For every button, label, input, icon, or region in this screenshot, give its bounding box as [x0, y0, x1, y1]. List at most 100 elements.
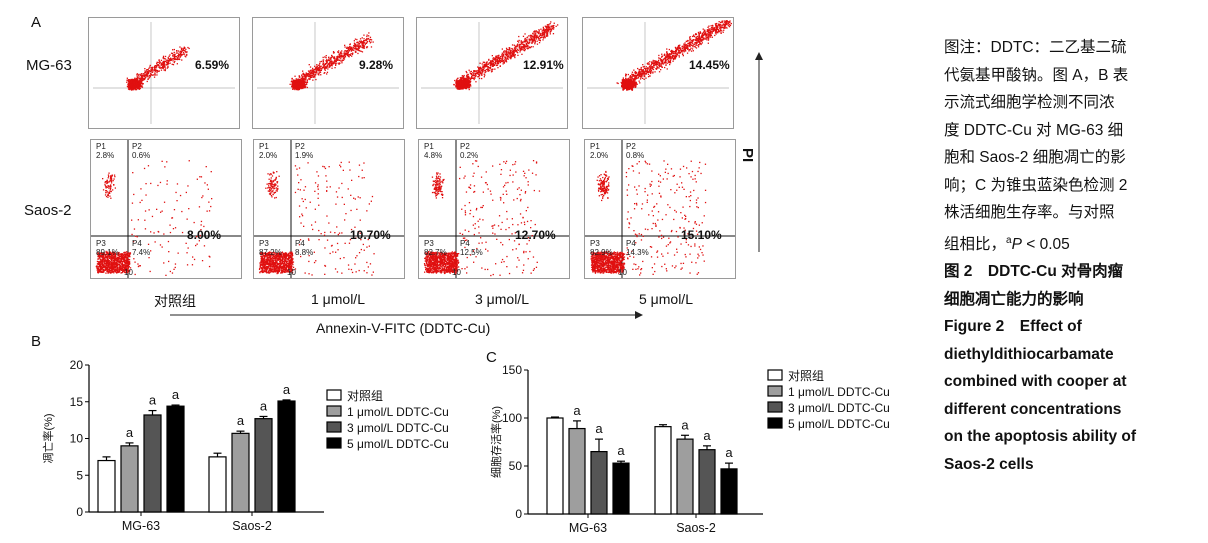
- panel-c-letter: C: [486, 349, 497, 366]
- bar: [568, 427, 586, 515]
- panel-a-letter: A: [31, 14, 42, 31]
- bar: [654, 426, 672, 515]
- significance-label: a: [283, 382, 291, 397]
- legend-label: 对照组: [788, 369, 824, 383]
- significance-label: a: [617, 443, 625, 458]
- quadrant-p3-label: P3 82.7%: [424, 239, 447, 257]
- caption-title-en: diethyldithiocarbamate: [944, 345, 1114, 363]
- significance-label: a: [595, 421, 603, 436]
- x-tick-label: 10: [287, 268, 296, 277]
- y-axis-label-pi: PI: [739, 148, 756, 163]
- legend-swatch: [326, 421, 342, 433]
- significance-label: a: [260, 398, 268, 413]
- quadrant-p3-label: P3 89.1%: [96, 239, 119, 257]
- x-category-label: Saos-2: [676, 521, 716, 535]
- bar: [254, 418, 273, 513]
- quadrant-p3-label: P3 82.9%: [590, 239, 613, 257]
- caption-note-last-line: 组相比，aP < 0.05: [944, 234, 1070, 253]
- caption-title-en: Saos-2 cells: [944, 455, 1034, 473]
- quadrant-p4-label: P4 12.5%: [460, 239, 483, 257]
- saos2-flow-plot: P1 2.8% P2 0.6% P3 89.1% P4 7.4% 8.00% 10: [90, 139, 242, 279]
- bar: [546, 417, 564, 515]
- condition-label-control: 对照组: [154, 293, 196, 309]
- legend-swatch: [326, 389, 342, 401]
- bar: [120, 445, 139, 513]
- row-label-saos2: Saos-2: [24, 202, 72, 219]
- quadrant-p2-label: P2 0.2%: [460, 142, 479, 160]
- y-tick-label: 20: [70, 358, 84, 372]
- legend-swatch: [767, 417, 783, 429]
- quadrant-p3-label: P3 87.2%: [259, 239, 282, 257]
- legend-label: 1 μmol/L DDTC-Cu: [788, 385, 890, 399]
- y-tick-label: 0: [76, 505, 83, 519]
- caption-note-line: 度 DDTC-Cu 对 MG-63 细: [944, 121, 1124, 139]
- mg63-flow-plot: 12.91%: [416, 17, 568, 129]
- quadrant-p4-label: P4 7.4%: [132, 239, 151, 257]
- bar: [277, 400, 296, 513]
- bar: [676, 438, 694, 515]
- bar: [590, 450, 608, 515]
- legend-label: 3 μmol/L DDTC-Cu: [788, 401, 890, 415]
- condition-label-3umol: 3 μmol/L: [475, 291, 529, 307]
- legend-swatch: [767, 369, 783, 381]
- condition-label-1umol: 1 μmol/L: [311, 291, 365, 307]
- mg63-apoptosis-percent: 9.28%: [359, 58, 394, 72]
- quadrant-p2-label: P2 1.9%: [295, 142, 314, 160]
- saos2-flow-plot: P1 2.0% P2 0.8% P3 82.9% P4 14.3% 15.10% 10: [584, 139, 736, 279]
- condition-label-5umol: 5 μmol/L: [639, 291, 693, 307]
- x-axis-label: Annexin-V-FITC (DDTC-Cu): [316, 320, 491, 336]
- legend-swatch: [767, 385, 783, 397]
- saos2-apoptosis-percent: 8.00%: [187, 228, 222, 242]
- significance-label: a: [681, 417, 689, 432]
- mg63-flow-plot: 14.45%: [582, 17, 734, 129]
- significance-label: a: [126, 425, 134, 440]
- mg63-flow-plot: 6.59%: [88, 17, 240, 129]
- caption-note-line: 示流式细胞学检测不同浓: [944, 94, 1115, 111]
- caption-title-zh: 图 2 DDTC-Cu 对骨肉瘤: [944, 263, 1124, 281]
- legend-swatch: [326, 437, 342, 449]
- quadrant-p2-label: P2 0.6%: [132, 142, 151, 160]
- bar: [143, 414, 162, 513]
- bar: [698, 449, 716, 515]
- quadrant-p1-label: P1 2.0%: [590, 142, 609, 160]
- quadrant-p2-label: P2 0.8%: [626, 142, 645, 160]
- saos2-apoptosis-percent: 12.70%: [515, 228, 556, 242]
- legend-swatch: [767, 401, 783, 413]
- figure-caption: 图注：DDTC：二乙基二硫 代氨基甲酸钠。图 A，B 表 示流式细胞学检测不同浓…: [944, 34, 1194, 478]
- bar: [166, 405, 185, 513]
- bar: [97, 459, 116, 513]
- significance-label: a: [725, 445, 733, 460]
- legend-label: 5 μmol/L DDTC-Cu: [788, 417, 890, 431]
- mg63-apoptosis-percent: 6.59%: [195, 58, 230, 72]
- quadrant-p4-label: P4 8.8%: [295, 239, 314, 257]
- y-axis-arrow: [755, 52, 763, 252]
- y-tick-label: 0: [515, 507, 522, 521]
- saos2-flow-plot: P1 4.8% P2 0.2% P3 82.7% P4 12.5% 12.70% 10: [418, 139, 570, 279]
- y-tick-label: 100: [502, 411, 522, 425]
- saos2-apoptosis-percent: 10.70%: [350, 228, 391, 242]
- legend-swatch: [326, 405, 342, 417]
- x-axis-arrow: [170, 311, 643, 319]
- caption-note-line: 代氨基甲酸钠。图 A，B 表: [944, 66, 1129, 84]
- y-tick-label: 10: [70, 432, 84, 446]
- y-tick-label: 5: [76, 468, 83, 482]
- caption-title-zh: 细胞凋亡能力的影响: [944, 290, 1084, 308]
- y-tick-label: 150: [502, 363, 522, 377]
- y-tick-label: 15: [70, 395, 84, 409]
- caption-title-en: different concentrations: [944, 400, 1122, 418]
- caption-title-en: combined with cooper at: [944, 373, 1127, 391]
- quadrant-p1-label: P1 2.0%: [259, 142, 278, 160]
- legend-label: 3 μmol/L DDTC-Cu: [347, 421, 449, 435]
- caption-note-line: 株活细胞生存率。与对照: [944, 204, 1115, 221]
- x-category-label: Saos-2: [232, 519, 272, 533]
- bar: [720, 468, 738, 515]
- caption-note-line: 胞和 Saos-2 细胞凋亡的影: [944, 149, 1126, 166]
- mg63-flow-plot: 9.28%: [252, 17, 404, 129]
- y-axis-label: 凋亡率(%): [41, 413, 55, 463]
- caption-note-line: 图注：DDTC：二乙基二硫: [944, 39, 1127, 56]
- saos2-apoptosis-percent: 15.10%: [681, 228, 722, 242]
- significance-label: a: [149, 393, 157, 408]
- y-tick-label: 50: [509, 459, 523, 473]
